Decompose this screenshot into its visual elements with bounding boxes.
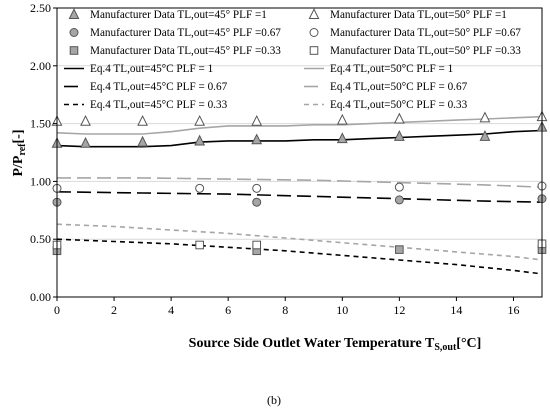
legend-entry: Manufacturer Data TL,out=50° PLF =1: [330, 9, 507, 21]
y-tick-label: 0.50: [30, 232, 51, 246]
data-point-4: [395, 245, 404, 254]
y-tick-label: 2.50: [30, 1, 51, 15]
series-line-8: [56, 191, 543, 203]
data-point-5: [195, 240, 204, 250]
x-tick-label: 8: [282, 303, 288, 317]
y-axis-label: P/Pref[-]: [11, 129, 28, 176]
x-tick-label: 6: [225, 303, 231, 317]
y-tick-label: 1.00: [30, 174, 51, 188]
data-point-0: [336, 132, 348, 144]
data-point-0: [194, 134, 206, 146]
legend-entry: Manufacturer Data TL,out=45° PLF =0.67: [90, 27, 281, 39]
series-markers: [51, 110, 548, 256]
data-point-1: [194, 114, 206, 126]
data-point-1: [336, 113, 348, 125]
x-axis-label: Source Side Outlet Water Temperature TS,…: [189, 336, 482, 353]
x-tick-label: 14: [450, 303, 462, 317]
series-line-6: [56, 129, 543, 148]
data-point-3: [252, 183, 262, 193]
data-point-0: [393, 129, 405, 141]
legend-symbol-0: [68, 8, 80, 19]
data-point-2: [394, 195, 404, 205]
legend-entry: Eq.4 TL,out=50°C PLF = 1: [330, 63, 453, 75]
x-tick-label: 4: [168, 303, 174, 317]
plot-frame: [56, 7, 543, 298]
data-point-3: [394, 182, 404, 192]
legend-entry: Manufacturer Data TL,out=45° PLF =1: [90, 9, 267, 21]
data-point-2: [252, 197, 262, 207]
series-line-7: [56, 115, 543, 135]
data-point-5: [252, 240, 262, 250]
legend-symbol-4: [69, 46, 79, 55]
legend-entry: Manufacturer Data TL,out=50° PLF =0.67: [330, 27, 521, 39]
y-tick-label: 0.00: [30, 290, 51, 304]
legend: Manufacturer Data TL,out=45° PLF =1 Manuf…: [64, 8, 521, 111]
legend-symbol-2: [69, 28, 79, 37]
data-point-1: [479, 111, 491, 123]
series-lines: [56, 115, 543, 275]
series-line-10: [56, 238, 543, 275]
data-point-1: [80, 114, 91, 126]
figure-caption: (b): [267, 393, 281, 407]
data-point-0: [80, 136, 91, 148]
data-point-1: [393, 112, 405, 124]
x-tick-label: 2: [111, 303, 117, 317]
data-point-0: [479, 129, 491, 141]
series-line-9: [57, 177, 543, 188]
legend-entry: Eq.4 TL,out=45°C PLF = 0.67: [90, 81, 228, 93]
data-point-0: [251, 133, 263, 145]
legend-entry: Manufacturer Data TL,out=50° PLF =0.33: [330, 45, 521, 57]
legend-entry: Eq.4 TL,out=45°C PLF = 1: [90, 63, 213, 75]
x-tick-label: 16: [507, 303, 519, 317]
y-tick-label: 2.00: [30, 59, 51, 73]
series-line-11: [56, 223, 543, 261]
x-tick-label: 12: [393, 303, 405, 317]
axis-ticks: 0.00 0.50 1.00 1.50 2.00 2.50 0 2 4 6 8 10 12 14 16: [30, 1, 519, 317]
y-tick-label: 1.50: [30, 117, 51, 131]
legend-symbol-1: [308, 8, 320, 19]
legend-entry: Eq.4 TL,out=45°C PLF = 0.33: [90, 99, 228, 111]
data-point-0: [137, 135, 148, 147]
data-point-3: [195, 183, 205, 193]
x-tick-label: 0: [54, 303, 60, 317]
x-tick-label: 10: [336, 303, 348, 317]
data-point-1: [137, 114, 148, 126]
legend-symbol-3: [309, 28, 319, 37]
legend-symbol-5: [309, 46, 319, 55]
gridlines: [57, 65, 542, 240]
legend-entry: Manufacturer Data TL,out=45° PLF =0.33: [90, 45, 281, 57]
legend-entry: Eq.4 TL,out=50°C PLF = 0.33: [330, 99, 468, 111]
data-point-1: [251, 114, 263, 126]
legend-entry: Eq.4 TL,out=50°C PLF = 0.67: [330, 81, 468, 93]
